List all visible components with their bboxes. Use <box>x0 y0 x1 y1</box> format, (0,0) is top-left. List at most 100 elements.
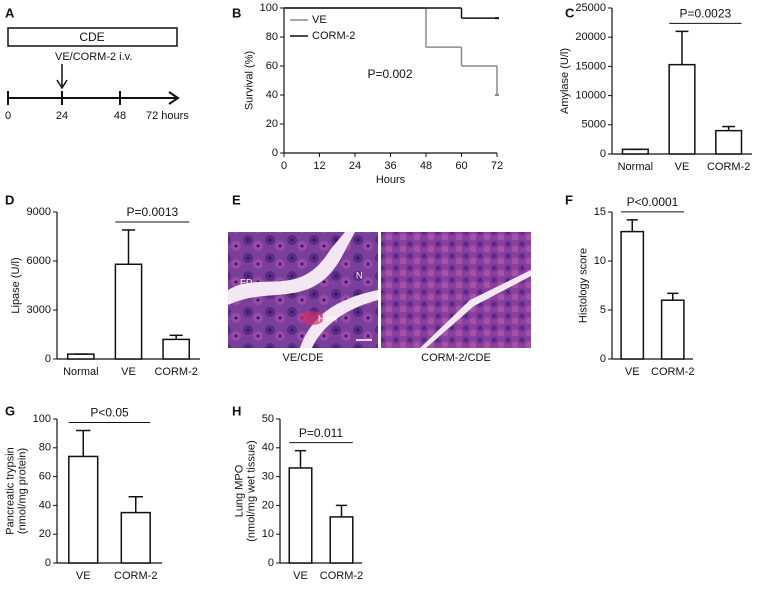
image-caption: VE/CDE <box>283 352 324 364</box>
x-tick-label: 36 <box>384 160 396 172</box>
panel-letter: E <box>232 192 241 207</box>
image-caption: CORM-2/CDE <box>421 352 491 364</box>
bar <box>114 263 143 360</box>
y-axis-label: (nmol/mg wet tissue) <box>246 440 258 541</box>
bar <box>162 338 191 360</box>
y-tick-label: 20 <box>266 118 278 130</box>
edema-region <box>228 232 355 305</box>
y-tick-label: 10000 <box>575 90 606 102</box>
y-tick-label: 80 <box>39 442 51 454</box>
x-tick-label: CORM-2 <box>707 161 750 173</box>
x-tick-label: CORM-2 <box>154 366 197 378</box>
timeline-arrow <box>168 91 180 105</box>
y-tick-label: 9000 <box>27 206 51 218</box>
arrow-label: VE/CORM-2 i.v. <box>55 51 132 63</box>
y-tick-label: 15 <box>594 206 606 218</box>
y-axis-label: Survival (%) <box>243 51 255 110</box>
x-tick-label: Normal <box>63 366 98 378</box>
timeline-label: 0 <box>5 110 11 122</box>
bar <box>660 299 685 360</box>
y-tick-label: 60 <box>266 60 278 72</box>
annotation: P<0.05 <box>90 406 129 420</box>
x-tick-label: VE <box>76 570 91 582</box>
hemorrhage <box>300 311 324 325</box>
y-tick-label: 5 <box>600 304 606 316</box>
x-tick-label: VE <box>121 366 136 378</box>
y-tick-label: 60 <box>39 471 51 483</box>
image-label: ED <box>240 277 253 287</box>
cde-box <box>7 27 178 47</box>
y-axis-label: (nmol/mg protein) <box>16 448 28 534</box>
y-tick-label: 100 <box>260 2 278 14</box>
y-axis-label: Lung MPO <box>234 464 246 517</box>
y-axis-label: Pancreatic trypsin <box>4 447 16 534</box>
edema-region <box>300 290 378 348</box>
x-tick-label: Normal <box>618 161 653 173</box>
bar <box>120 511 151 564</box>
timeline-label: 48 <box>114 110 126 122</box>
panel-letter: C <box>565 5 575 20</box>
annotation: P=0.0013 <box>126 205 178 219</box>
x-tick-label: 72 <box>491 160 503 172</box>
bar <box>329 516 354 564</box>
legend-label: VE <box>312 14 327 26</box>
x-tick-label: 48 <box>420 160 432 172</box>
y-tick-label: 5000 <box>582 119 606 131</box>
y-axis-label: Lipase (U/l) <box>10 257 22 313</box>
x-axis-label: Hours <box>376 174 406 186</box>
panel-letter: H <box>232 403 241 418</box>
y-tick-label: 80 <box>266 31 278 43</box>
y-tick-label: 20 <box>262 499 274 511</box>
bar <box>620 230 645 360</box>
y-axis-label: Amylase (U/l) <box>559 48 571 114</box>
bar <box>288 467 313 564</box>
x-tick-label: VE <box>675 161 690 173</box>
panel-letter: A <box>5 5 15 20</box>
y-tick-label: 15000 <box>575 60 606 72</box>
y-tick-label: 0 <box>268 557 274 569</box>
y-tick-label: 40 <box>262 442 274 454</box>
y-tick-label: 40 <box>39 499 51 511</box>
y-tick-label: 0 <box>600 148 606 160</box>
annotation: P<0.0001 <box>627 195 679 209</box>
x-tick-label: VE <box>293 570 308 582</box>
y-tick-label: 6000 <box>27 255 51 267</box>
y-tick-label: 25000 <box>575 2 606 14</box>
bar <box>715 129 743 155</box>
x-tick-label: CORM-2 <box>651 366 694 378</box>
x-tick-label: 24 <box>349 160 361 172</box>
bar <box>68 455 99 564</box>
y-axis-label: Histology score <box>578 248 590 323</box>
y-tick-label: 100 <box>33 413 51 425</box>
histology-image <box>381 232 531 348</box>
image-label: Hem <box>318 313 337 323</box>
y-tick-label: 30 <box>262 471 274 483</box>
legend-label: CORM-2 <box>312 30 355 42</box>
y-tick-label: 0 <box>272 147 278 159</box>
timeline-label: 72 hours <box>146 110 189 122</box>
image-label: N <box>356 270 363 280</box>
x-tick-label: CORM-2 <box>320 570 363 582</box>
y-tick-label: 3000 <box>27 304 51 316</box>
annotation: P=0.0023 <box>679 7 731 21</box>
y-tick-label: 0 <box>45 557 51 569</box>
x-tick-label: CORM-2 <box>114 570 157 582</box>
y-tick-label: 20 <box>39 528 51 540</box>
y-tick-label: 40 <box>266 89 278 101</box>
panel-letter: B <box>232 5 241 20</box>
timeline-label: 24 <box>56 110 68 122</box>
y-tick-label: 0 <box>600 353 606 365</box>
septum <box>420 270 531 348</box>
panel-letter: G <box>5 403 15 418</box>
y-tick-label: 20000 <box>575 31 606 43</box>
y-tick-label: 50 <box>262 413 274 425</box>
y-tick-label: 10 <box>594 255 606 267</box>
cde-label: CDE <box>79 30 104 44</box>
bar <box>668 63 696 155</box>
y-tick-label: 10 <box>262 528 274 540</box>
panel-letter: F <box>565 192 573 207</box>
x-tick-label: VE <box>625 366 640 378</box>
x-tick-label: 60 <box>455 160 467 172</box>
arrow-head <box>56 79 68 90</box>
